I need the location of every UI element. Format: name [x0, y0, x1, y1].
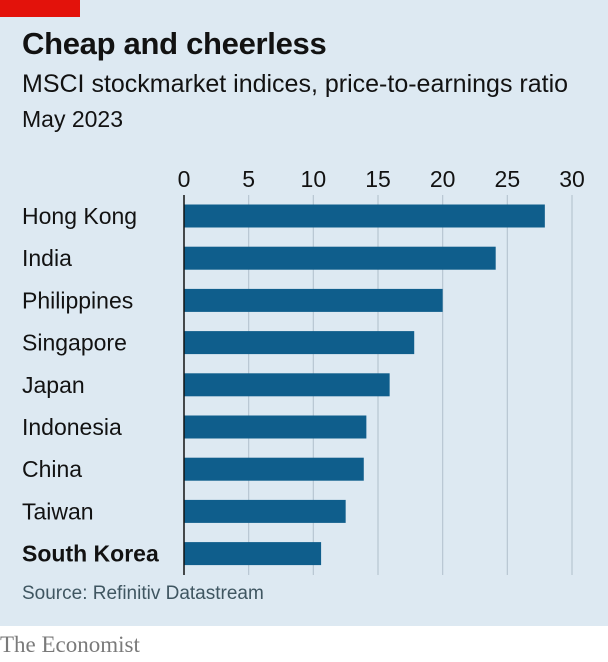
chart-title: Cheap and cheerless	[22, 26, 327, 61]
economist-logo: The Economist	[0, 632, 140, 657]
category-label: India	[22, 245, 72, 271]
chart-subtitle: MSCI stockmarket indices, price-to-earni…	[22, 70, 569, 98]
brand-red-tag	[0, 0, 80, 17]
category-label: Indonesia	[22, 414, 122, 440]
bar	[184, 415, 367, 439]
x-tick-label: 25	[495, 166, 521, 192]
category-label: Philippines	[22, 287, 133, 313]
category-label: South Korea	[22, 541, 159, 567]
x-tick-label: 30	[559, 166, 585, 192]
category-label: Singapore	[22, 330, 127, 356]
bar	[184, 288, 443, 312]
bar	[184, 373, 390, 397]
category-label: Taiwan	[22, 498, 94, 524]
x-tick-label: 20	[430, 166, 456, 192]
bar	[184, 457, 364, 481]
source-note: Source: Refinitiv Datastream	[22, 583, 264, 604]
bar	[184, 499, 346, 523]
x-tick-label: 5	[242, 166, 255, 192]
bar	[184, 204, 545, 228]
category-label: Japan	[22, 372, 85, 398]
bar	[184, 246, 496, 270]
chart-date: May 2023	[22, 106, 124, 132]
x-tick-label: 15	[365, 166, 391, 192]
bar	[184, 331, 415, 355]
category-label: China	[22, 456, 82, 482]
bar-chart: 0 5 10 15 20 25 30 Hong Kong India Philippines Sin…	[22, 166, 585, 575]
bar	[184, 542, 322, 566]
x-tick-label: 0	[178, 166, 191, 192]
category-label: Hong Kong	[22, 203, 137, 229]
chart-panel: Cheap and cheerless MSCI stockmarket ind…	[0, 0, 608, 626]
x-tick-label: 10	[301, 166, 327, 192]
